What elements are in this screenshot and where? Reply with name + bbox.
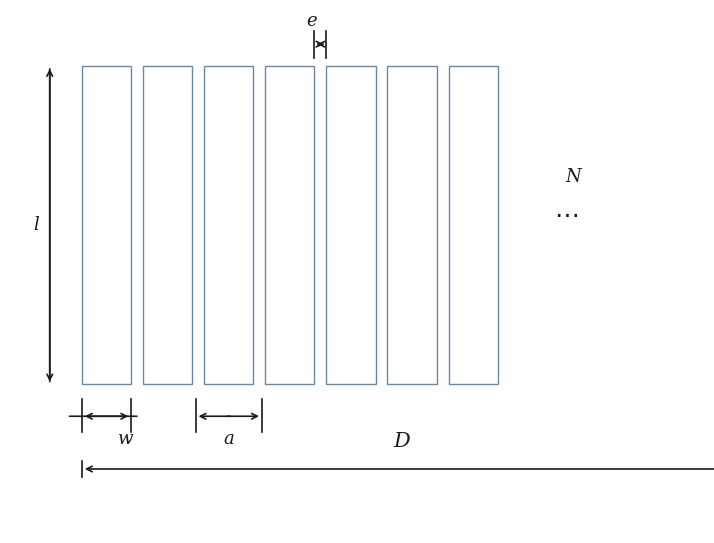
Bar [448,66,498,384]
Bar [266,66,314,384]
Bar [673,66,714,384]
Bar [611,66,660,384]
Bar [326,66,376,384]
Text: D: D [393,432,411,451]
Text: w: w [118,430,133,448]
Text: l: l [34,216,39,234]
Text: e: e [306,12,317,30]
Text: N: N [565,168,581,186]
Text: ⋯: ⋯ [554,204,579,228]
Bar [204,66,253,384]
Bar [82,66,131,384]
Text: a: a [223,430,234,448]
Bar [388,66,437,384]
Bar [143,66,192,384]
